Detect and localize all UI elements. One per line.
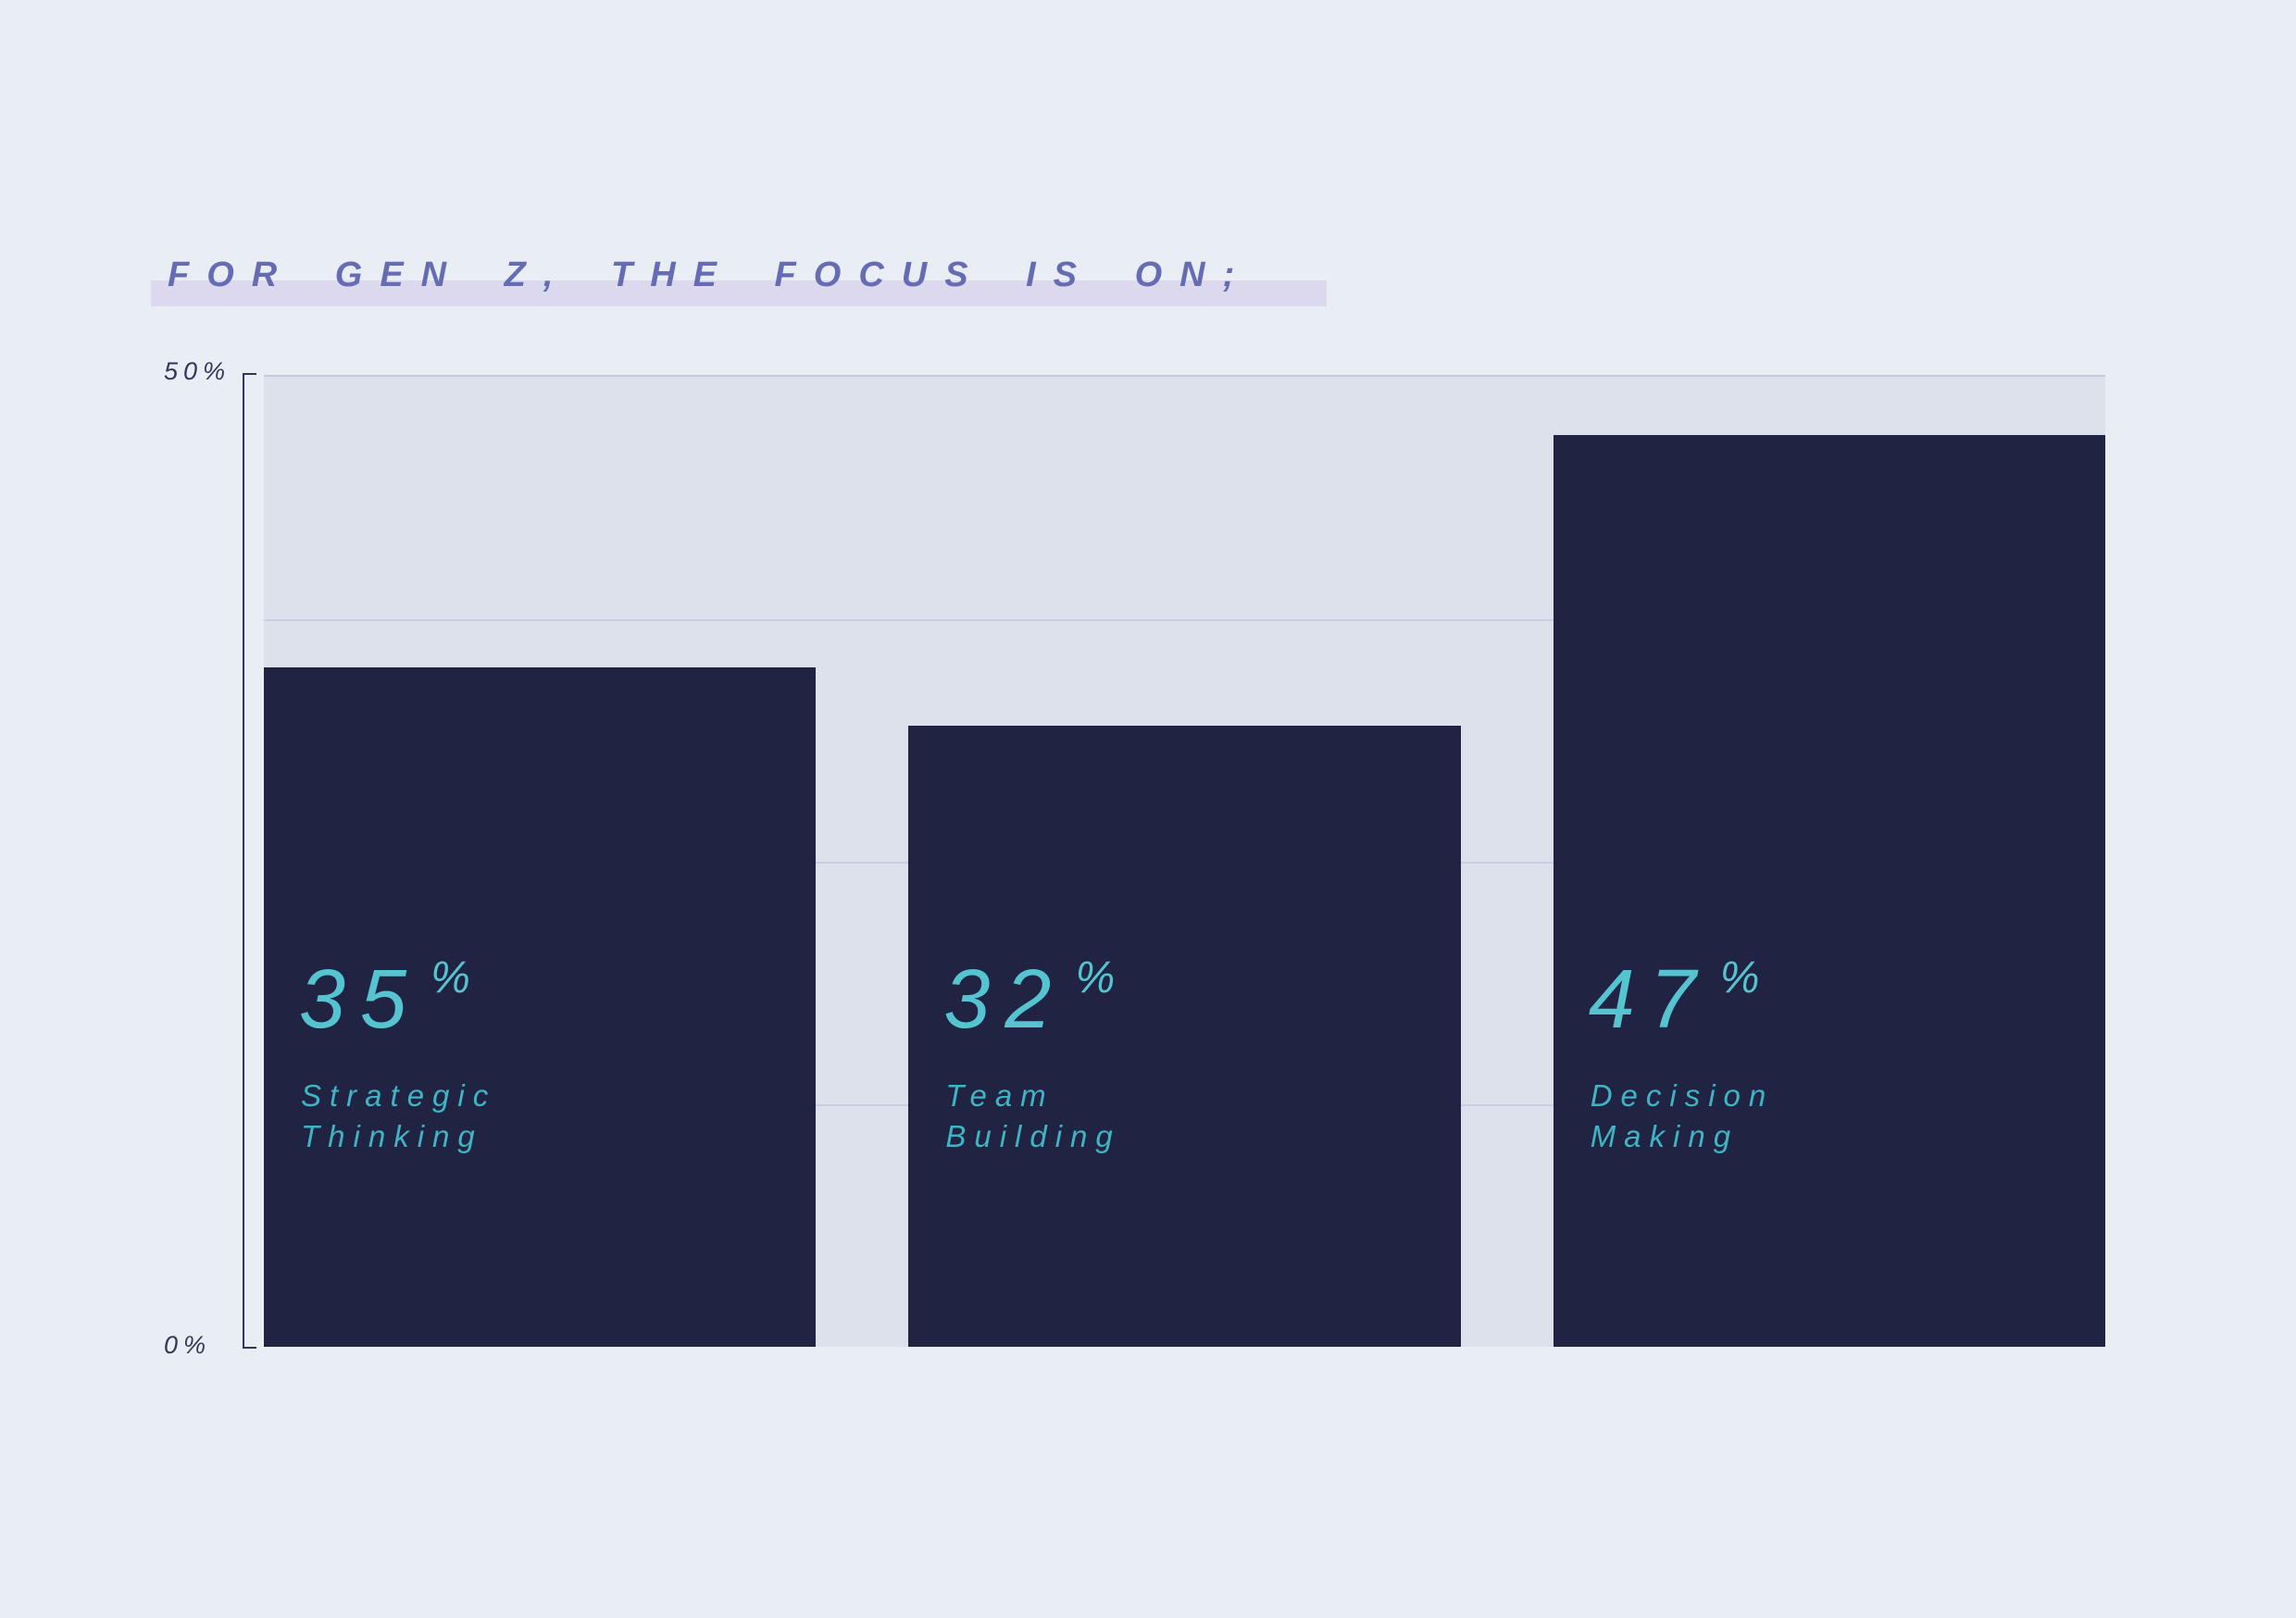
plot-area: 35% Strategic Thinking 32% Team Building… xyxy=(264,375,2105,1347)
bar-value: 47 xyxy=(1588,953,1711,1046)
gridline-25 xyxy=(264,619,2105,621)
bar: 47% Decision Making xyxy=(1553,434,2105,1347)
bar-value: 32 xyxy=(943,953,1067,1046)
title-highlight-band xyxy=(151,280,1327,306)
y-axis-tick-bottom xyxy=(243,1347,256,1349)
y-axis-line xyxy=(243,373,244,1349)
bar-value: 35 xyxy=(299,953,422,1046)
bar-label: Decision Making xyxy=(1590,1078,1775,1153)
bar-value-group: 47% xyxy=(1589,953,1760,1042)
bar-percent-sign: % xyxy=(1719,953,1760,1002)
chart-title-block: FOR GEN Z, THE FOCUS IS ON; xyxy=(151,255,1327,306)
bar-value-group: 32% xyxy=(943,953,1116,1042)
bar: 32% Team Building xyxy=(908,726,1461,1347)
chart-title: FOR GEN Z, THE FOCUS IS ON; xyxy=(168,255,1253,294)
bar-percent-sign: % xyxy=(1075,953,1116,1002)
y-axis-min-label: 0% xyxy=(164,1331,212,1359)
bar-label: Team Building xyxy=(945,1078,1121,1153)
bar: 35% Strategic Thinking xyxy=(264,667,817,1347)
bar-value-group: 35% xyxy=(299,953,470,1042)
y-axis-max-label: 50% xyxy=(164,357,231,385)
bar-percent-sign: % xyxy=(430,953,470,1002)
bar-label: Strategic Thinking xyxy=(301,1078,497,1153)
y-axis-tick-top xyxy=(243,373,256,375)
